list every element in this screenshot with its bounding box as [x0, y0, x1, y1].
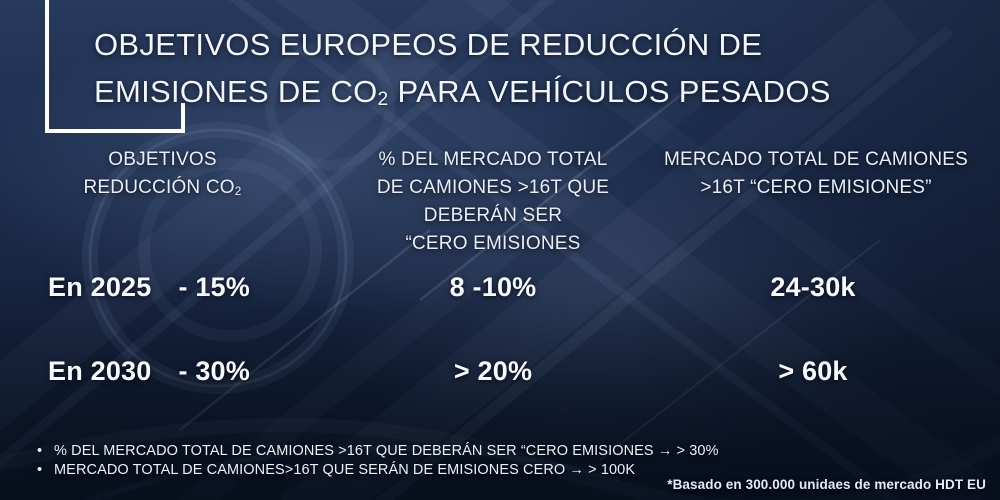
bracket-horizontal-line: [45, 129, 185, 133]
bullet-marker: •: [37, 443, 43, 459]
table-row-2030-objective: En 2030 - 30%: [48, 356, 250, 387]
header-line: >16T “CERO EMISIONES”: [700, 177, 932, 198]
cell-2030-market-total: > 60k: [778, 356, 848, 386]
cell-2025-market-total: 24-30k: [770, 272, 856, 302]
header-line: MERCADO TOTAL DE CAMIONES: [663, 149, 969, 170]
table-header-objectives: OBJETIVOS REDUCCIÓN CO2: [55, 146, 270, 202]
bullet-item: • MERCADO TOTAL DE CAMIONES>16T QUE SERÁ…: [37, 461, 719, 480]
bracket-vertical-line: [45, 0, 49, 133]
co2-subscript: 2: [234, 185, 242, 199]
header-line: OBJETIVOS: [108, 149, 217, 170]
header-line: “CERO EMISIONES: [405, 233, 581, 254]
header-line: % DEL MERCADO TOTAL: [378, 149, 608, 170]
header-line: REDUCCIÓN CO2: [83, 177, 242, 199]
page-title: OBJETIVOS EUROPEOS DE REDUCCIÓN DE EMISI…: [94, 21, 831, 115]
title-line-1: OBJETIVOS EUROPEOS DE REDUCCIÓN DE: [94, 27, 763, 62]
bullet-item: • % DEL MERCADO TOTAL DE CAMIONES >16T Q…: [37, 442, 719, 461]
header-line: DE CAMIONES >16T QUE: [376, 177, 610, 198]
header-line: DEBERÁN SER: [423, 205, 563, 226]
footnote-bullets: • % DEL MERCADO TOTAL DE CAMIONES >16T Q…: [37, 442, 719, 480]
year-label-2025: En 2025: [48, 272, 152, 302]
cell-2030-market-share: > 20%: [453, 356, 533, 386]
reduction-value-2030: - 30%: [178, 356, 250, 386]
reduction-value-2025: - 15%: [178, 272, 250, 302]
source-footnote: *Basado en 300.000 unidaes de mercado HD…: [667, 477, 986, 492]
cell-2025-market-share: 8 -10%: [449, 272, 537, 302]
bullet-text: MERCADO TOTAL DE CAMIONES>16T QUE SERÁN …: [54, 462, 636, 478]
bullet-marker: •: [37, 462, 43, 478]
bracket-end-stub: [181, 103, 185, 133]
table-header-market-total: MERCADO TOTAL DE CAMIONES >16T “CERO EMI…: [648, 146, 984, 202]
year-label-2030: En 2030: [48, 356, 152, 386]
bullet-text: % DEL MERCADO TOTAL DE CAMIONES >16T QUE…: [54, 443, 719, 459]
table-header-market-share: % DEL MERCADO TOTAL DE CAMIONES >16T QUE…: [362, 146, 624, 258]
table-row-2025-objective: En 2025 - 15%: [48, 272, 250, 303]
co2-subscript: 2: [377, 89, 389, 111]
title-line-2: EMISIONES DE CO2 PARA VEHÍCULOS PESADOS: [94, 74, 831, 111]
